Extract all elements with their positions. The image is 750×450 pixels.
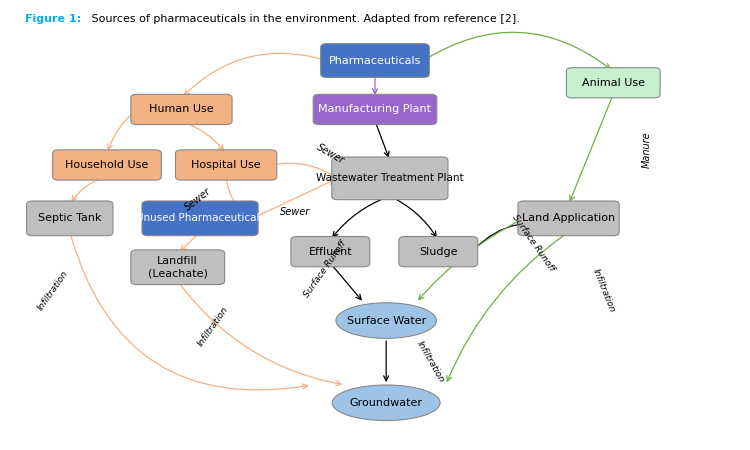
FancyArrowPatch shape: [274, 163, 334, 176]
FancyBboxPatch shape: [53, 150, 161, 180]
Text: Manure: Manure: [642, 131, 652, 168]
FancyArrowPatch shape: [376, 124, 389, 157]
Text: Infiltration: Infiltration: [36, 269, 70, 312]
Text: Figure 1:: Figure 1:: [25, 14, 81, 24]
FancyArrowPatch shape: [373, 76, 377, 94]
Text: Wastewater Treatment Plant: Wastewater Treatment Plant: [316, 173, 464, 183]
Text: Infiltration: Infiltration: [591, 268, 616, 314]
FancyArrowPatch shape: [184, 54, 324, 95]
FancyBboxPatch shape: [291, 237, 370, 267]
FancyArrowPatch shape: [384, 341, 388, 381]
FancyArrowPatch shape: [332, 266, 362, 300]
Text: Surface Runoff: Surface Runoff: [302, 240, 347, 300]
FancyArrowPatch shape: [419, 220, 521, 300]
FancyArrowPatch shape: [333, 197, 387, 237]
Text: Effluent: Effluent: [308, 247, 352, 256]
Ellipse shape: [336, 303, 436, 338]
Text: Landfill
(Leachate): Landfill (Leachate): [148, 256, 208, 278]
Ellipse shape: [332, 385, 440, 421]
FancyBboxPatch shape: [176, 150, 277, 180]
Text: Household Use: Household Use: [65, 160, 148, 170]
FancyBboxPatch shape: [332, 157, 448, 200]
FancyArrowPatch shape: [226, 179, 249, 216]
FancyArrowPatch shape: [570, 97, 612, 201]
Text: Sludge: Sludge: [419, 247, 458, 256]
FancyArrowPatch shape: [181, 234, 198, 251]
FancyArrowPatch shape: [474, 223, 565, 250]
Text: Human Use: Human Use: [149, 104, 214, 114]
FancyArrowPatch shape: [447, 234, 566, 381]
FancyBboxPatch shape: [566, 68, 660, 98]
Text: Infiltration: Infiltration: [196, 305, 230, 348]
Text: Hospital Use: Hospital Use: [191, 160, 261, 170]
FancyBboxPatch shape: [518, 201, 620, 236]
FancyArrowPatch shape: [179, 283, 341, 386]
Text: Infiltration: Infiltration: [416, 339, 446, 384]
FancyArrowPatch shape: [107, 111, 135, 149]
FancyBboxPatch shape: [314, 94, 436, 125]
FancyArrowPatch shape: [392, 198, 436, 237]
FancyBboxPatch shape: [321, 44, 429, 77]
Text: Septic Tank: Septic Tank: [38, 213, 101, 223]
Text: Manufacturing Plant: Manufacturing Plant: [319, 104, 431, 114]
Text: Surface Runoff: Surface Runoff: [510, 213, 556, 273]
Text: Unused Pharmaceuticals: Unused Pharmaceuticals: [136, 213, 265, 223]
FancyBboxPatch shape: [399, 237, 478, 267]
FancyArrowPatch shape: [184, 122, 224, 150]
Text: Surface Water: Surface Water: [346, 315, 426, 325]
Text: Sewer: Sewer: [280, 207, 310, 216]
FancyBboxPatch shape: [130, 250, 224, 284]
Text: Pharmaceuticals: Pharmaceuticals: [328, 55, 422, 66]
Text: Sewer: Sewer: [315, 142, 346, 166]
FancyArrowPatch shape: [72, 177, 104, 201]
Text: Sources of pharmaceuticals in the environment. Adapted from reference [2].: Sources of pharmaceuticals in the enviro…: [88, 14, 520, 24]
FancyArrowPatch shape: [70, 235, 308, 390]
FancyBboxPatch shape: [26, 201, 113, 236]
Text: Animal Use: Animal Use: [582, 78, 645, 88]
FancyArrowPatch shape: [426, 32, 610, 69]
FancyBboxPatch shape: [130, 94, 232, 125]
Text: Sewer: Sewer: [183, 186, 213, 213]
FancyBboxPatch shape: [142, 201, 258, 236]
Text: Groundwater: Groundwater: [350, 398, 423, 408]
FancyArrowPatch shape: [255, 180, 334, 217]
Text: Land Application: Land Application: [522, 213, 615, 223]
